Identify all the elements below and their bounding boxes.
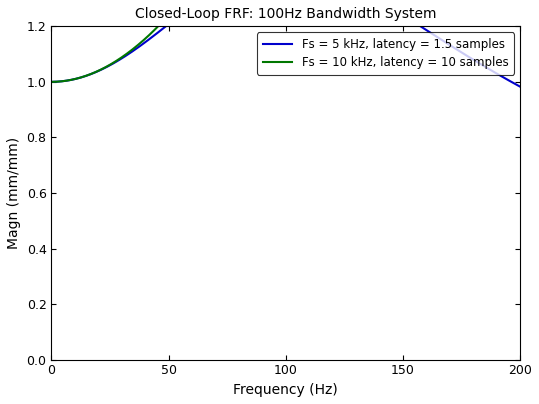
Fs = 5 kHz, latency = 1.5 samples <box>49 80 56 84</box>
Fs = 5 kHz, latency = 1.5 samples <box>458 50 464 55</box>
Fs = 5 kHz, latency = 1.5 samples <box>102 65 109 70</box>
X-axis label: Frequency (Hz): Frequency (Hz) <box>233 383 338 397</box>
Line: Fs = 10 kHz, latency = 10 samples: Fs = 10 kHz, latency = 10 samples <box>52 0 520 82</box>
Line: Fs = 5 kHz, latency = 1.5 samples: Fs = 5 kHz, latency = 1.5 samples <box>52 0 520 87</box>
Fs = 10 kHz, latency = 10 samples <box>130 46 137 51</box>
Y-axis label: Magn (mm/mm): Magn (mm/mm) <box>7 137 21 249</box>
Title: Closed-Loop FRF: 100Hz Bandwidth System: Closed-Loop FRF: 100Hz Bandwidth System <box>135 7 437 21</box>
Fs = 5 kHz, latency = 1.5 samples <box>130 48 137 53</box>
Legend: Fs = 5 kHz, latency = 1.5 samples, Fs = 10 kHz, latency = 10 samples: Fs = 5 kHz, latency = 1.5 samples, Fs = … <box>257 32 514 75</box>
Fs = 10 kHz, latency = 10 samples <box>102 65 109 69</box>
Fs = 10 kHz, latency = 10 samples <box>49 80 56 84</box>
Fs = 5 kHz, latency = 1.5 samples <box>517 84 523 89</box>
Fs = 5 kHz, latency = 1.5 samples <box>508 79 514 84</box>
